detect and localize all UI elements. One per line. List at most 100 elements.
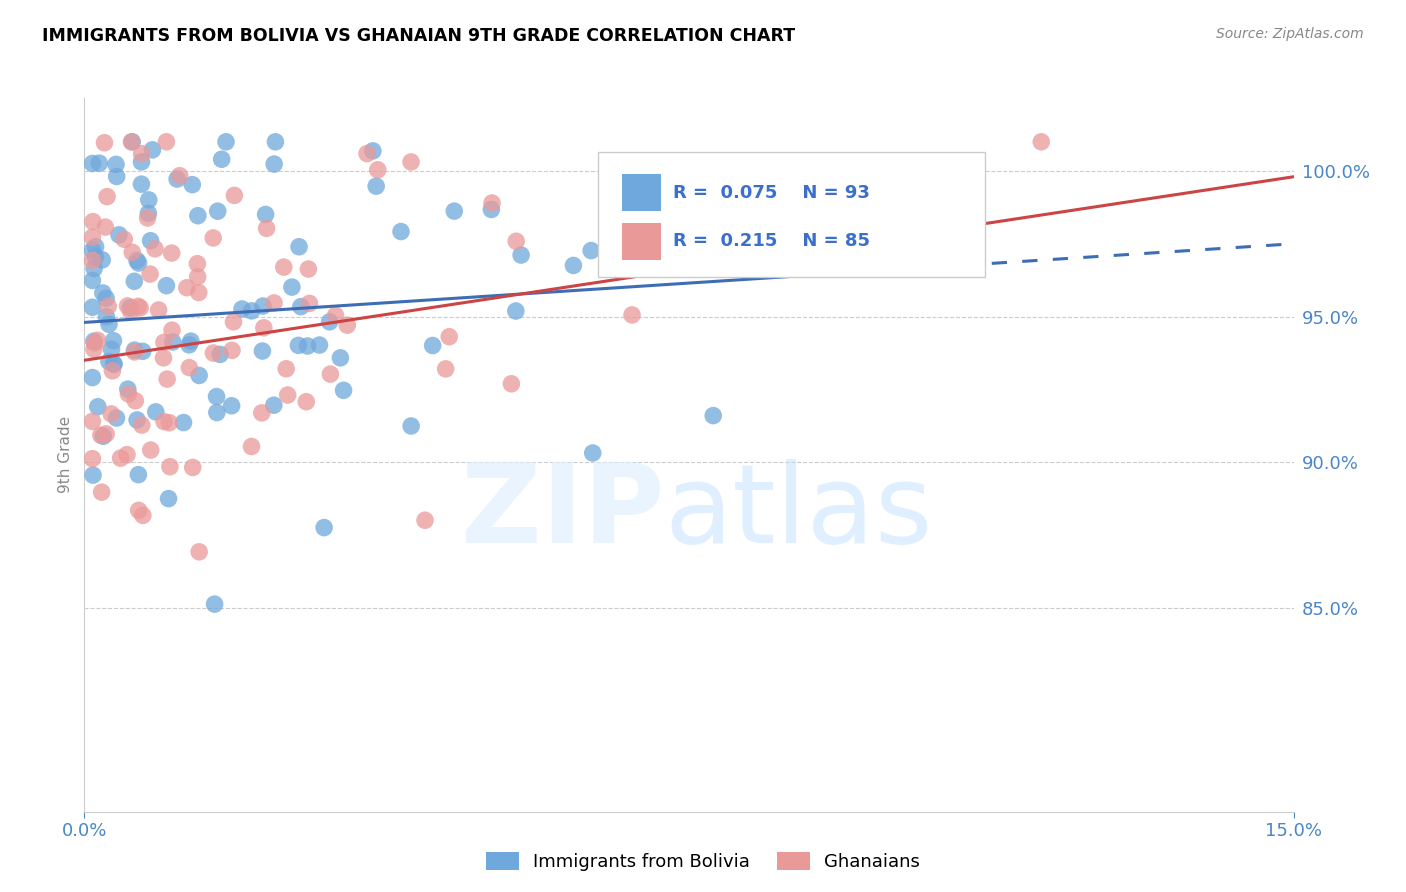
Point <box>256 221 278 235</box>
Point <box>187 209 209 223</box>
Point <box>188 545 211 559</box>
Point <box>128 503 150 517</box>
Point <box>101 364 124 378</box>
Point <box>188 368 211 383</box>
Point <box>336 318 359 333</box>
Point <box>277 388 299 402</box>
Point <box>205 390 228 404</box>
Point <box>153 415 176 429</box>
Point <box>621 308 644 322</box>
Point <box>90 428 112 442</box>
Point <box>124 343 146 358</box>
Point <box>162 334 184 349</box>
Point <box>179 360 201 375</box>
Point <box>1031 135 1053 149</box>
Point <box>82 243 104 257</box>
Point <box>181 460 204 475</box>
Point <box>204 597 226 611</box>
Point <box>115 448 138 462</box>
Point <box>143 242 166 256</box>
Point <box>82 468 104 483</box>
Point <box>82 156 104 170</box>
Point <box>318 315 340 329</box>
Point <box>121 135 143 149</box>
Point <box>94 220 117 235</box>
Point <box>252 344 274 359</box>
Point <box>120 135 142 149</box>
Text: Source: ZipAtlas.com: Source: ZipAtlas.com <box>1216 27 1364 41</box>
Point <box>308 338 330 352</box>
Point <box>112 232 135 246</box>
Point <box>439 330 461 344</box>
Point <box>202 231 225 245</box>
Point <box>240 304 263 318</box>
Point <box>117 299 139 313</box>
Point <box>562 259 585 273</box>
Point <box>361 144 384 158</box>
Point <box>263 296 285 310</box>
Point <box>120 301 142 315</box>
FancyBboxPatch shape <box>599 152 986 277</box>
Point <box>501 376 523 391</box>
Point <box>434 362 457 376</box>
Point <box>207 204 229 219</box>
Point <box>93 136 115 150</box>
FancyBboxPatch shape <box>623 223 661 260</box>
Point <box>481 196 503 211</box>
Point <box>125 253 148 268</box>
Point <box>139 267 162 281</box>
Point <box>702 409 724 423</box>
Point <box>366 179 388 194</box>
Point <box>127 299 149 313</box>
Point <box>129 301 152 315</box>
Point <box>298 296 321 310</box>
Point <box>205 405 228 419</box>
Point <box>159 459 181 474</box>
Point <box>155 135 177 149</box>
Point <box>264 135 287 149</box>
Point <box>82 230 104 244</box>
Point <box>505 304 527 318</box>
Point <box>314 520 336 534</box>
Point <box>117 387 139 401</box>
Point <box>222 315 245 329</box>
Point <box>202 346 225 360</box>
Text: IMMIGRANTS FROM BOLIVIA VS GHANAIAN 9TH GRADE CORRELATION CHART: IMMIGRANTS FROM BOLIVIA VS GHANAIAN 9TH … <box>42 27 796 45</box>
Point <box>117 382 139 396</box>
Point <box>139 443 162 458</box>
Point <box>103 357 125 371</box>
Text: R =  0.215    N = 85: R = 0.215 N = 85 <box>673 232 870 250</box>
Point <box>82 214 104 228</box>
Point <box>273 260 295 274</box>
Point <box>157 491 180 506</box>
Point <box>96 189 118 203</box>
Point <box>96 291 118 305</box>
Point <box>153 335 176 350</box>
Point <box>82 370 104 384</box>
Point <box>505 234 527 248</box>
Point <box>329 351 352 365</box>
Point <box>90 485 112 500</box>
Point <box>98 354 121 368</box>
Point <box>479 202 502 217</box>
Point <box>254 207 277 221</box>
Legend: Immigrants from Bolivia, Ghanaians: Immigrants from Bolivia, Ghanaians <box>479 845 927 879</box>
Point <box>87 400 110 414</box>
Point <box>100 343 122 357</box>
Point <box>105 169 128 184</box>
Point <box>253 320 276 334</box>
Point <box>281 280 304 294</box>
Point <box>148 303 170 318</box>
Point <box>582 446 605 460</box>
Point <box>131 146 153 161</box>
Point <box>91 252 114 267</box>
Text: ZIP: ZIP <box>461 458 665 566</box>
Point <box>231 301 253 316</box>
Point <box>105 157 128 171</box>
Point <box>131 154 153 169</box>
Point <box>367 162 389 177</box>
Point <box>132 508 155 523</box>
Point <box>152 351 174 365</box>
Point <box>263 398 285 412</box>
Y-axis label: 9th Grade: 9th Grade <box>58 417 73 493</box>
